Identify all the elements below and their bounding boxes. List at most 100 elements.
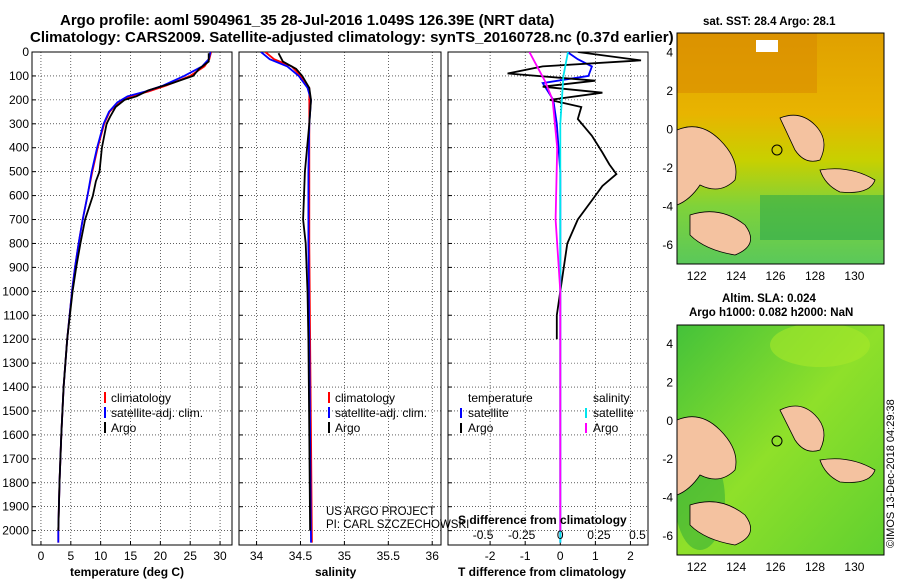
depth-axis: 0 100 200 300 400 500 600 700 800 900 1000 1100 1200… <box>2 45 29 538</box>
top-tick-label: 0 <box>557 528 564 542</box>
x-tick-label: 2 <box>627 549 634 563</box>
series-line-t-satellite <box>541 52 594 543</box>
top-tick-label: 0.5 <box>629 528 646 542</box>
depth-tick-label: 1600 <box>2 428 29 442</box>
series-line-t-argo <box>507 52 642 340</box>
salinity-xlabel: salinity <box>315 565 357 579</box>
x-tick-label: 34.5 <box>289 549 313 563</box>
x-tick-label: 10 <box>94 549 108 563</box>
series-line-climatology <box>57 52 212 543</box>
map-y-tick-label: -2 <box>662 161 673 175</box>
legend-temperature-heading: temperature <box>468 391 533 405</box>
legend-climatology-label: climatology <box>111 391 171 405</box>
x-tick-label: 25 <box>184 549 198 563</box>
map-x-tick-label: 124 <box>726 560 746 574</box>
map-x-tick-label: 130 <box>844 560 864 574</box>
cloud-gap <box>756 40 778 52</box>
top-tick-label: 0.25 <box>587 528 611 542</box>
map-y-tick-label: 4 <box>666 337 673 351</box>
sst-cool-patch <box>760 195 884 240</box>
map-x-tick-label: 122 <box>687 560 707 574</box>
depth-tick-label: 1700 <box>2 452 29 466</box>
map-x-tick-label: 128 <box>805 269 825 283</box>
timor-land <box>689 211 752 256</box>
map-y-tick-label: -2 <box>662 452 673 466</box>
map-x-tick-label: 128 <box>805 560 825 574</box>
sla-high-patch <box>770 325 870 367</box>
depth-tick-label: 800 <box>9 236 29 250</box>
legend-argo-label: Argo <box>111 421 137 435</box>
depth-tick-label: 700 <box>9 213 29 227</box>
map-bottom-title-1: Altim. SLA: 0.024 <box>722 293 817 305</box>
top-tick-label: -0.25 <box>508 528 536 542</box>
x-tick-label: 36 <box>426 549 440 563</box>
depth-tick-label: 1000 <box>2 284 29 298</box>
map-x-tick-label: 130 <box>844 269 864 283</box>
map-bottom-title-2: Argo h1000: 0.082 h2000: NaN <box>689 307 853 319</box>
x-tick-label: 0 <box>38 549 45 563</box>
depth-tick-label: 300 <box>9 117 29 131</box>
x-tick-label: 20 <box>154 549 168 563</box>
map-y-tick-label: 0 <box>666 122 673 136</box>
x-tick-label: 5 <box>67 549 74 563</box>
map-y-tick-label: 2 <box>666 376 673 390</box>
series-line-s-satellite <box>559 52 569 543</box>
difference-xlabel: T difference from climatology <box>458 565 626 579</box>
map-y-tick-label: 4 <box>666 45 673 59</box>
legend-climatology-label: climatology <box>335 391 395 405</box>
map-bottom-ticks: 122 124 126 128 130 4 2 0 -2 -4 -6 <box>662 337 864 574</box>
buru-land <box>819 458 876 483</box>
depth-tick-label: 900 <box>9 260 29 274</box>
x-tick-label: 15 <box>124 549 138 563</box>
title-line-1: Argo profile: aoml 5904961_35 28-Jul-201… <box>60 12 554 29</box>
map-top-title: sat. SST: 28.4 Argo: 28.1 <box>703 16 836 28</box>
seram-land <box>779 114 825 162</box>
map-y-tick-label: -4 <box>662 199 673 213</box>
map-y-tick-label: -6 <box>662 529 673 543</box>
argo-float-marker <box>771 435 783 447</box>
temperature-grid <box>32 51 232 545</box>
series-line-s-argo <box>528 52 562 531</box>
depth-tick-label: 1100 <box>3 308 29 322</box>
difference-top-xlabel: S difference from climatology <box>458 513 627 527</box>
series-line-argo <box>57 53 210 531</box>
depth-tick-label: 1900 <box>2 500 29 514</box>
map-x-tick-label: 122 <box>687 269 707 283</box>
salinity-panel <box>238 51 442 546</box>
series-line-satellite-adj-clim- <box>260 52 312 543</box>
map-bottom-frame <box>676 324 885 556</box>
map-y-tick-label: 0 <box>666 414 673 428</box>
x-tick-label: 1 <box>592 549 599 563</box>
legend-t-argo-label: Argo <box>468 421 494 435</box>
sst-warm-patch <box>677 33 817 93</box>
depth-tick-label: 400 <box>9 141 29 155</box>
buru-land <box>819 168 876 193</box>
series-line-satellite-adj-clim- <box>57 52 212 543</box>
legend-s-argo-label: Argo <box>593 421 619 435</box>
difference-grid <box>448 51 648 545</box>
salinity-grid <box>239 51 441 545</box>
imos-stamp: ©IMOS 13-Dec-2018 04:29:38 <box>885 399 897 548</box>
legend-salinity-heading: salinity <box>593 391 630 405</box>
difference-top-ticks: -0.5 -0.25 0 0.25 0.5 <box>473 528 646 542</box>
legend-satellite-label: satellite-adj. clim. <box>335 406 427 420</box>
depth-tick-label: 2000 <box>2 524 29 538</box>
legend-argo-label: Argo <box>335 421 361 435</box>
depth-tick-label: 200 <box>9 93 29 107</box>
depth-tick-label: 500 <box>9 165 29 179</box>
depth-tick-label: 1400 <box>2 380 29 394</box>
credits-line-2: PI: CARL SZCZECHOWSKI <box>326 519 469 531</box>
depth-tick-label: 1300 <box>2 356 29 370</box>
difference-series <box>507 52 642 543</box>
timor-land <box>689 501 752 546</box>
map-y-tick-label: -6 <box>662 238 673 252</box>
temperature-panel <box>31 51 233 546</box>
series-line-argo <box>277 52 312 531</box>
x-tick-label: -2 <box>485 549 496 563</box>
map-top-ticks: 122 124 126 128 130 4 2 0 -2 -4 -6 <box>662 45 864 283</box>
salinity-x-ticks: 34 34.5 35 35.5 36 <box>250 549 439 563</box>
map-y-tick-label: 2 <box>666 84 673 98</box>
map-x-tick-label: 126 <box>766 560 786 574</box>
salinity-series <box>260 52 313 543</box>
